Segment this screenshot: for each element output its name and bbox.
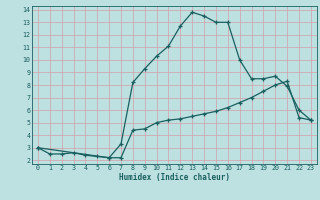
X-axis label: Humidex (Indice chaleur): Humidex (Indice chaleur)	[119, 173, 230, 182]
